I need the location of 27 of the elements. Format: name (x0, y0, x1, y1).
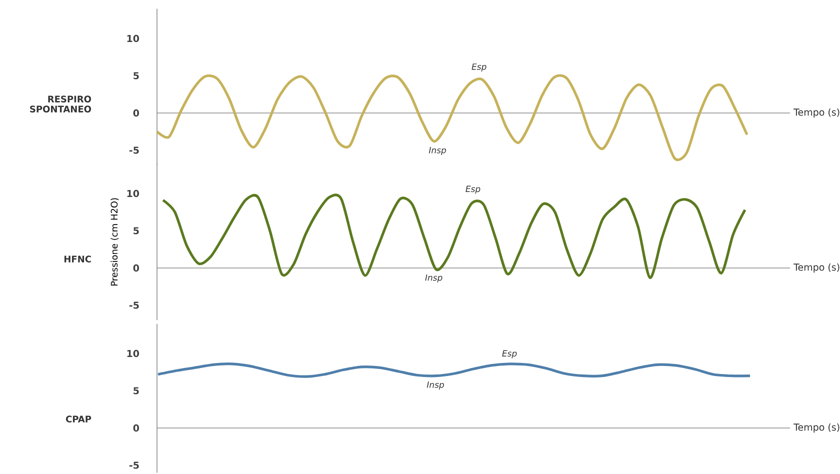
y-tick-label: 10 (127, 350, 140, 358)
annotation: Esp (466, 186, 480, 194)
y-tick-label: 5 (134, 72, 139, 80)
y-tick-label: 0 (133, 264, 140, 272)
x-axis-title: Tempo (s) (794, 423, 840, 433)
annotation: Insp (428, 147, 446, 155)
y-tick-label: 10 (127, 190, 140, 198)
y-tick-label: -5 (129, 302, 139, 309)
line-series (156, 74, 748, 161)
y-tick-label: 10 (127, 34, 140, 42)
annotation: Insp (425, 274, 442, 282)
text: CPAP (66, 416, 92, 422)
annotation: Esp (472, 64, 486, 72)
line-series (156, 362, 752, 378)
x-axis-title: Tempo (s) (794, 108, 840, 118)
annotation: Insp (426, 382, 444, 390)
y-tick-label: 5 (134, 227, 139, 234)
y-tick-label: -5 (129, 146, 139, 154)
y-tick-label: 0 (133, 109, 140, 117)
y-axis-title: Pressione (cm H2O) (110, 198, 119, 286)
annotation: Esp (502, 350, 517, 358)
text: RESPIRO SPONTANEO (30, 96, 92, 112)
y-tick-label: -5 (129, 462, 139, 469)
text: HFNC (64, 256, 91, 262)
y-tick-label: 0 (133, 424, 140, 432)
x-axis-title: Tempo (s) (794, 263, 840, 273)
y-tick-label: 5 (134, 387, 139, 394)
